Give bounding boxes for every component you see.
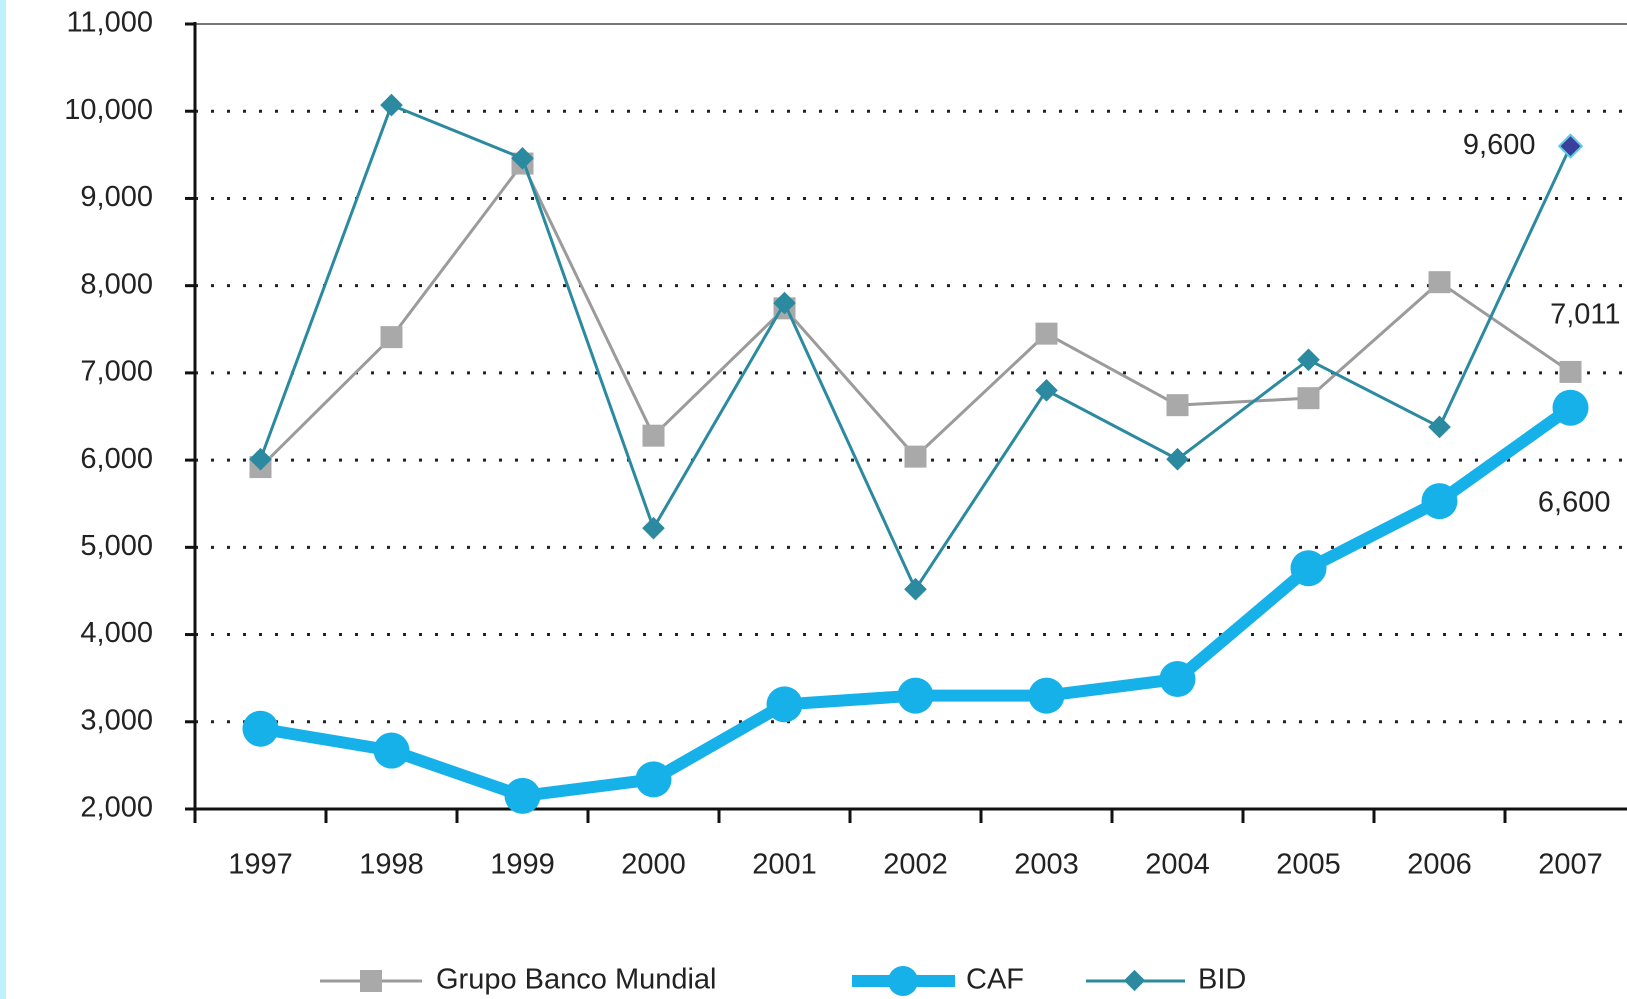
legend-label: Grupo Banco Mundial	[436, 964, 717, 996]
y-tick-label: 6,000	[80, 443, 153, 475]
marker	[773, 291, 796, 315]
marker	[242, 710, 279, 747]
legend-marker	[888, 966, 918, 996]
marker	[642, 424, 665, 447]
marker	[1159, 661, 1196, 698]
data-label: 7,011	[1550, 299, 1620, 331]
marker	[373, 732, 410, 769]
marker	[766, 686, 803, 723]
marker	[1290, 550, 1327, 587]
y-tick-label: 9,000	[80, 181, 153, 213]
marker	[635, 761, 672, 798]
y-tick-label: 10,000	[64, 94, 153, 126]
legend-marker	[360, 970, 382, 992]
y-tick-label: 3,000	[80, 704, 153, 736]
marker	[504, 777, 541, 814]
marker	[1297, 348, 1320, 372]
marker	[1552, 389, 1589, 426]
y-tick-label: 5,000	[80, 530, 153, 562]
x-tick-label: 1997	[228, 849, 293, 881]
marker	[380, 326, 403, 349]
marker	[380, 93, 403, 117]
x-tick-label: 2002	[883, 849, 948, 881]
y-tick-label: 2,000	[80, 792, 153, 824]
marker	[1166, 394, 1189, 417]
marker	[1035, 379, 1058, 402]
marker	[1559, 360, 1582, 383]
marker	[1428, 415, 1451, 439]
x-tick-label: 2007	[1538, 849, 1603, 881]
marker	[1035, 322, 1058, 345]
y-tick-label: 4,000	[80, 617, 153, 649]
marker	[1028, 677, 1065, 714]
x-tick-label: 2005	[1276, 849, 1341, 881]
marker	[904, 445, 927, 468]
data-label: 9,600	[1463, 129, 1536, 161]
y-tick-label: 11,000	[66, 7, 153, 39]
y-tick-label: 8,000	[80, 268, 153, 300]
y-tick-label: 7,000	[80, 356, 153, 388]
data-label: 6,600	[1538, 486, 1611, 518]
series-line	[259, 103, 1572, 591]
marker	[1166, 447, 1189, 471]
legend-marker	[1123, 969, 1146, 992]
marker	[1297, 387, 1320, 410]
edge-strip	[0, 0, 6, 999]
x-tick-label: 2006	[1407, 849, 1472, 881]
marker	[1421, 483, 1458, 520]
legend: Grupo Banco Mundial CAF BID	[320, 964, 1246, 996]
marker	[642, 516, 665, 540]
x-tick-label: 2000	[621, 849, 686, 881]
series-line	[259, 162, 1572, 469]
marker	[1557, 133, 1584, 159]
marker	[897, 677, 934, 714]
x-tick-label: 2001	[752, 849, 817, 881]
x-tick-label: 2004	[1145, 849, 1210, 881]
x-tick-label: 1999	[490, 849, 555, 881]
x-tick-label: 2003	[1014, 849, 1079, 881]
x-tick-label: 1998	[359, 849, 424, 881]
marker	[1428, 271, 1451, 294]
marker	[904, 577, 927, 601]
legend-label: BID	[1198, 964, 1246, 996]
legend-label: CAF	[966, 964, 1024, 996]
